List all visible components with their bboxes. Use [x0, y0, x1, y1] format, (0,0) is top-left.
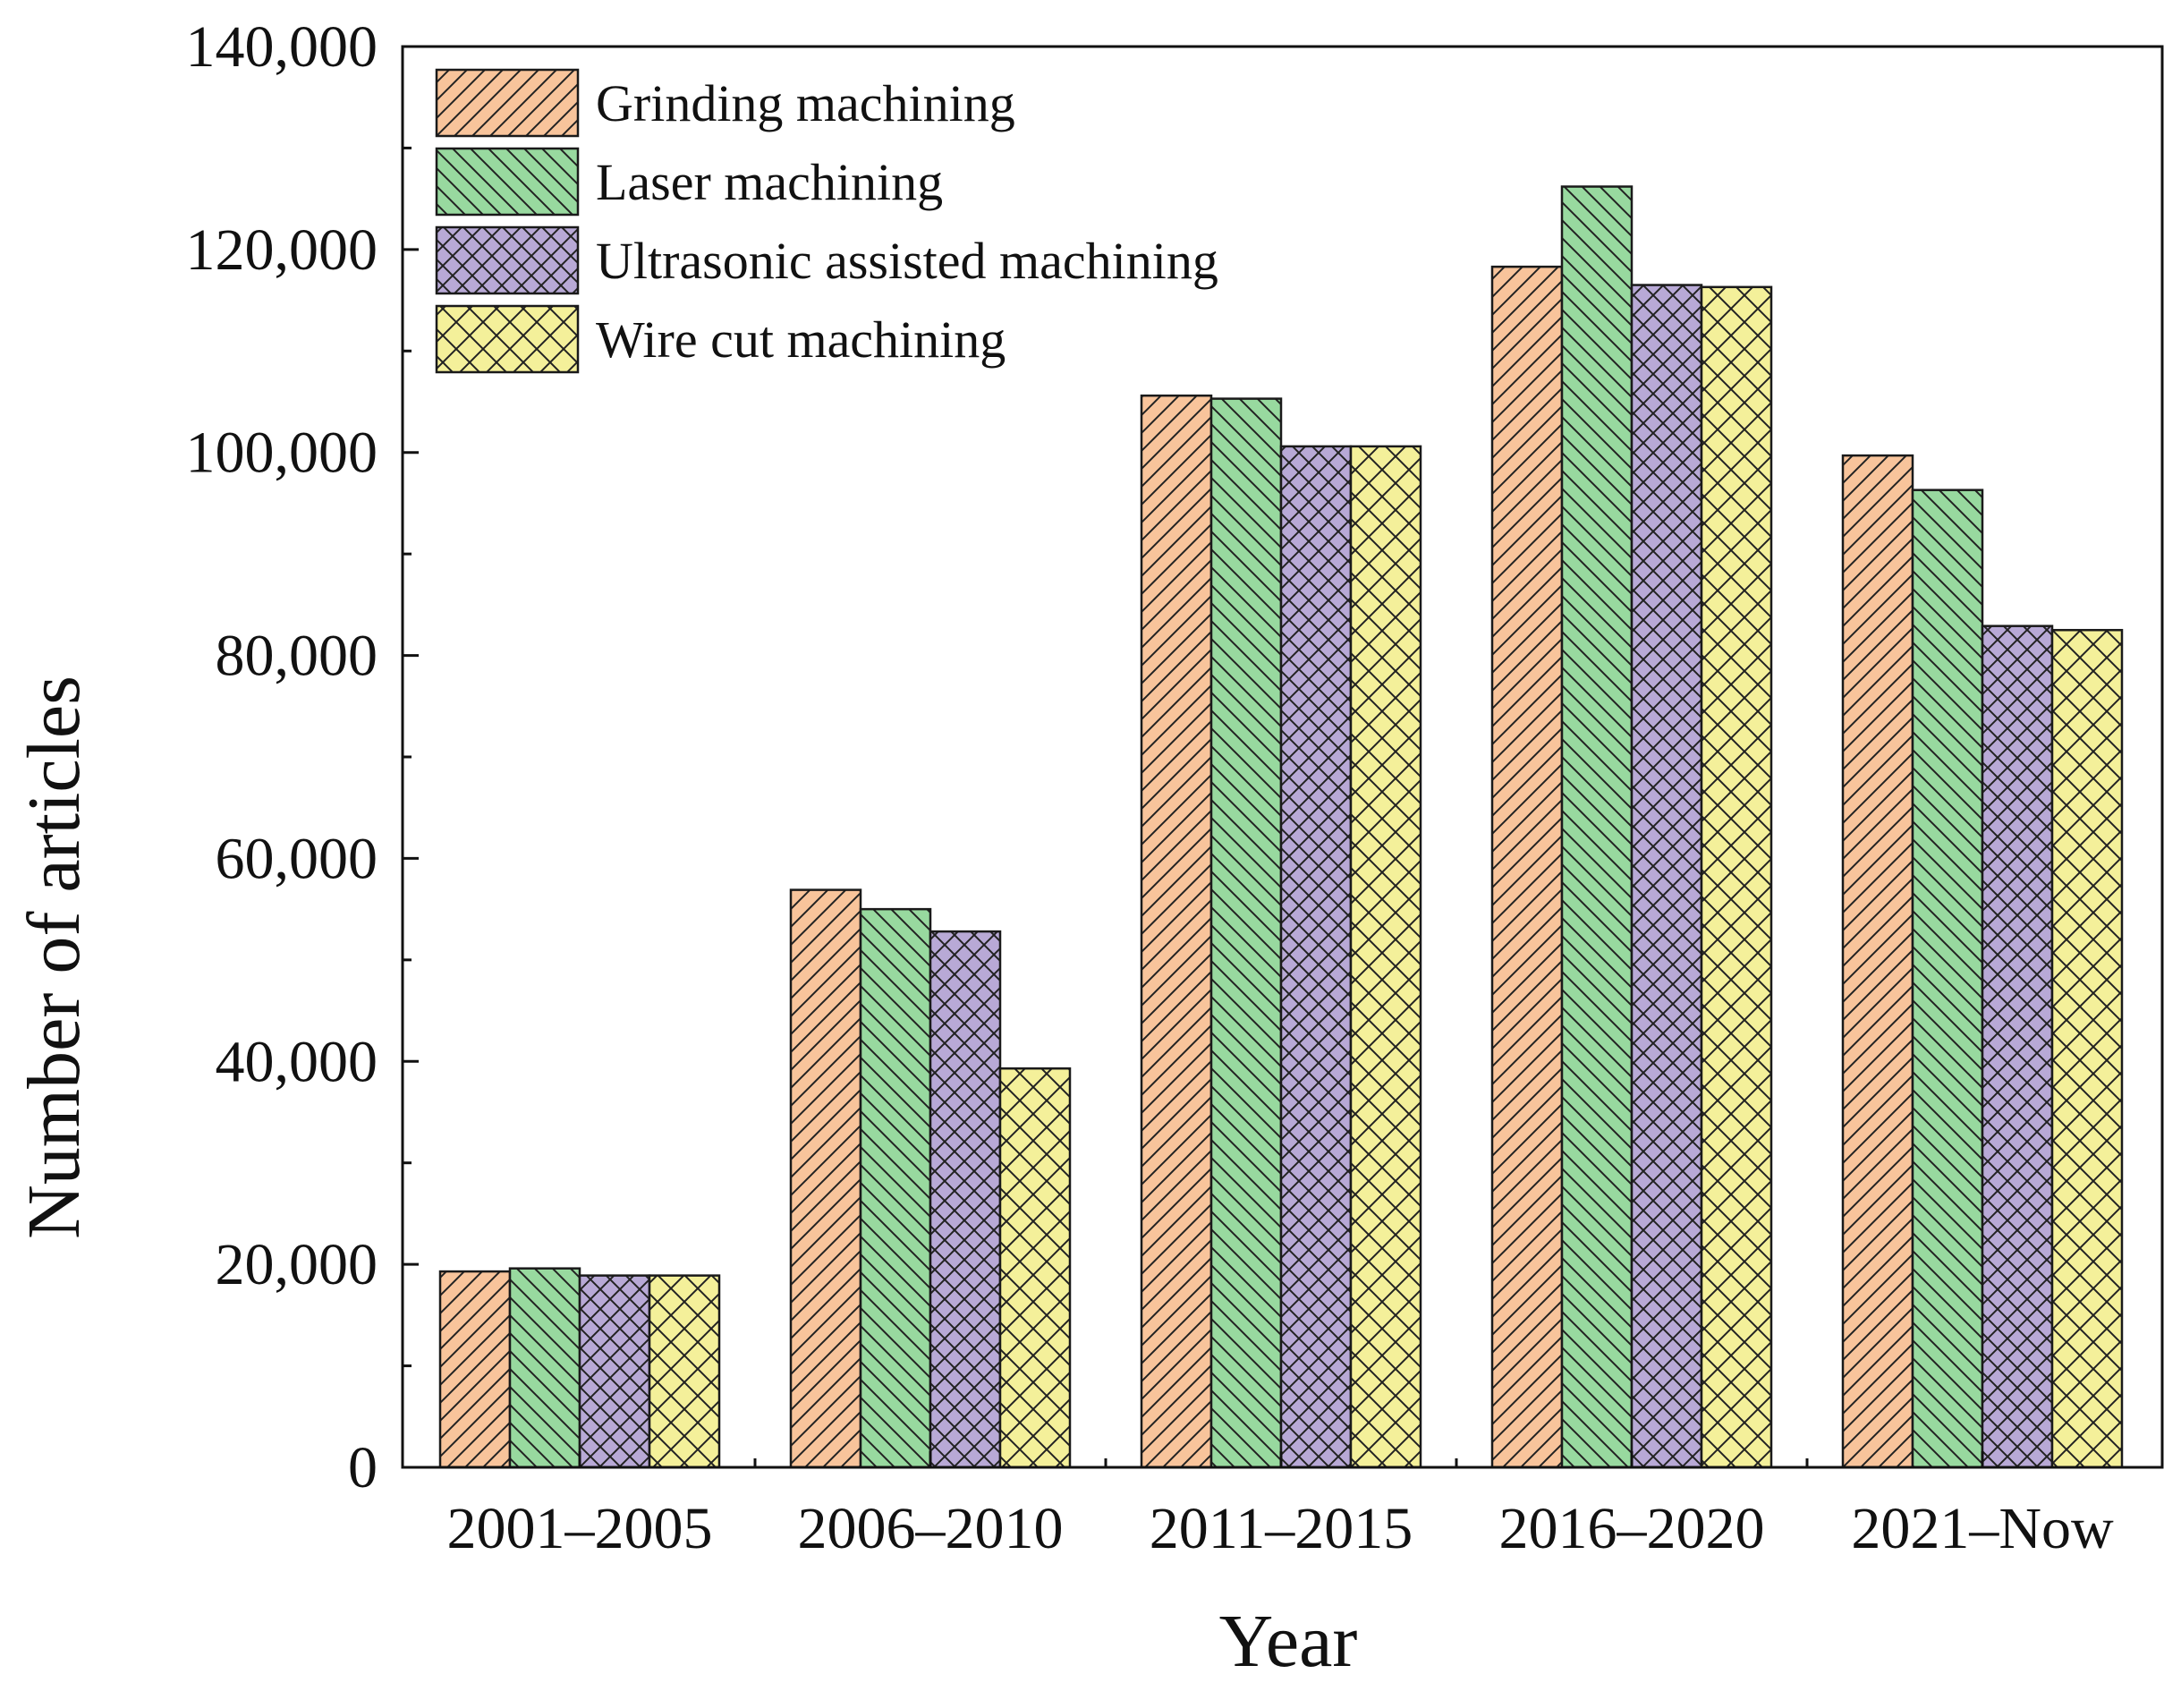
- legend-swatch-4: [435, 304, 580, 374]
- y-tick-label: 140,000: [186, 14, 378, 80]
- legend-label-1: Grinding machining: [596, 74, 1015, 132]
- bar-2-2: [859, 907, 932, 1469]
- x-tick-label: 2001–2005: [447, 1496, 713, 1561]
- bar-1-2: [789, 888, 862, 1469]
- bar-2-4: [1560, 185, 1634, 1469]
- x-axis-label: Year: [1219, 1600, 1358, 1683]
- bar-4-2: [998, 1066, 1072, 1469]
- y-tick-label: 80,000: [216, 624, 378, 689]
- bar-3-2: [929, 930, 1002, 1469]
- x-tick-label: 2006–2010: [798, 1496, 1064, 1561]
- y-tick-label: 60,000: [216, 826, 378, 891]
- legend: Grinding machining Laser machining Ultraso…: [435, 68, 1218, 374]
- bars-layer: [438, 185, 2124, 1469]
- bar-3-5: [1981, 625, 2054, 1469]
- legend-label-2: Laser machining: [596, 153, 943, 211]
- legend-label-3: Ultrasonic assisted machining: [596, 232, 1218, 290]
- y-tick-label: 100,000: [186, 421, 378, 486]
- bar-3-4: [1630, 284, 1703, 1469]
- bar-2-5: [1911, 489, 1984, 1469]
- bar-4-3: [1349, 445, 1422, 1469]
- bar-2-1: [508, 1267, 581, 1469]
- y-axis-label: Number of articles: [13, 676, 96, 1239]
- bar-4-1: [648, 1274, 721, 1469]
- y-tick-label: 0: [348, 1435, 378, 1500]
- x-tick-label: 2011–2015: [1150, 1496, 1413, 1561]
- legend-label-4: Wire cut machining: [596, 310, 1006, 369]
- bar-1-3: [1140, 394, 1213, 1469]
- y-tick-label: 20,000: [216, 1232, 378, 1297]
- bar-4-5: [2050, 628, 2124, 1469]
- bar-2-3: [1209, 397, 1283, 1469]
- ticks-layer: 0 20,000 40,000 60,000 80,000 100,000 120,000 1…: [186, 14, 2114, 1561]
- x-tick-label: 2016–2020: [1499, 1496, 1765, 1561]
- bar-1-1: [438, 1270, 512, 1469]
- y-tick-label: 40,000: [216, 1029, 378, 1094]
- bar-3-3: [1279, 445, 1353, 1469]
- legend-swatch-1: [435, 68, 580, 138]
- bar-3-1: [578, 1274, 651, 1469]
- y-tick-label: 120,000: [186, 217, 378, 283]
- bar-4-4: [1700, 285, 1773, 1469]
- bar-1-5: [1841, 454, 1914, 1469]
- legend-swatch-3: [435, 225, 580, 295]
- bar-1-4: [1490, 265, 1564, 1469]
- x-tick-label: 2021–Now: [1851, 1496, 2114, 1561]
- legend-swatch-2: [435, 147, 580, 217]
